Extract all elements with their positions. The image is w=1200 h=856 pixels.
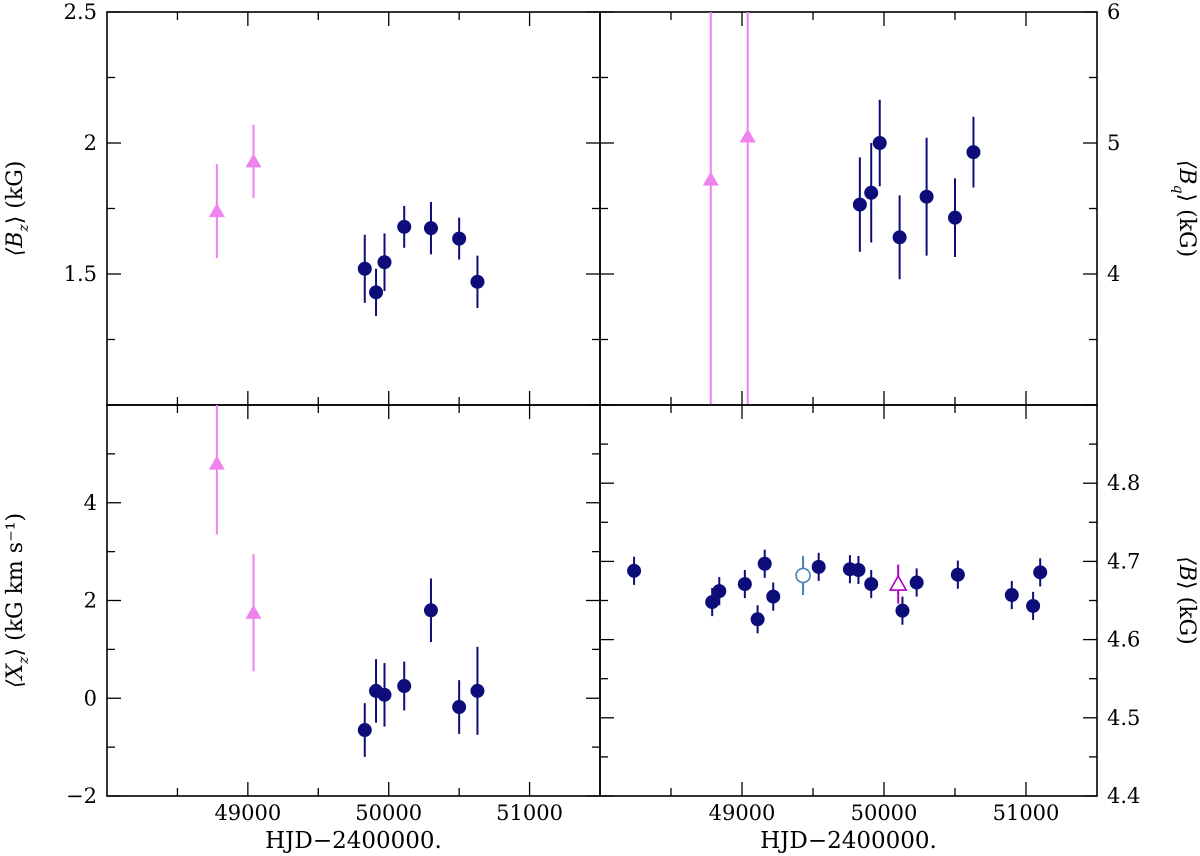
data-point	[245, 153, 262, 168]
data-point	[750, 612, 765, 627]
y-tick-label: 4.7	[1107, 549, 1140, 573]
data-point	[208, 455, 225, 470]
y-tick-label: 2	[84, 131, 97, 155]
data-point	[377, 255, 392, 270]
data-point	[369, 285, 384, 300]
data-point	[811, 559, 826, 574]
panel-frame	[106, 404, 601, 797]
y-tick-label: 4.6	[1107, 628, 1140, 652]
data-point	[919, 189, 934, 204]
data-point	[705, 595, 720, 610]
data-point	[702, 171, 719, 186]
panel-bz: 1.5 2 2.5 ⟨Bz⟩ (kG)	[3, 0, 601, 406]
data-point	[1026, 598, 1041, 613]
y-tick-label: 4	[84, 491, 97, 515]
data-point	[452, 700, 467, 715]
data-point	[627, 563, 642, 578]
y-tick-label: 0	[84, 686, 97, 710]
data-point	[851, 563, 866, 578]
y-tick-label: 4.5	[1107, 706, 1140, 730]
x-tick-label: 50000	[851, 801, 918, 825]
data-point	[397, 679, 412, 694]
data-point	[864, 185, 879, 200]
y-tick-label: −2	[66, 784, 97, 808]
data-layer	[208, 124, 485, 316]
data-point	[357, 723, 372, 738]
x-tick-label: 51000	[496, 801, 563, 825]
y-axis-label: ⟨B⟩ (kG)	[1174, 556, 1199, 644]
y-tick-label: 6	[1107, 0, 1120, 24]
data-point	[470, 683, 485, 698]
x-axis-label: HJD−2400000.	[265, 828, 442, 854]
data-point	[737, 577, 752, 592]
y-axis-label: ⟨Xz⟩ (kG km s⁻¹)	[3, 513, 32, 688]
data-point	[795, 567, 811, 584]
data-layer	[702, 12, 981, 405]
y-tick-label: 2	[84, 589, 97, 613]
panel-xz: −2 0 2 4 49000 50000 51000 HJD−2400000. ⟨Xz⟩ (kG…	[3, 404, 601, 854]
data-point	[423, 221, 438, 236]
data-point	[966, 145, 981, 160]
y-tick-label: 4.4	[1107, 784, 1140, 808]
data-point	[245, 604, 262, 619]
data-point	[948, 210, 962, 225]
data-point	[452, 231, 467, 246]
panel-b: 4.4 4.5 4.6 4.7 4.8 49000 50000 51000 HJD−240000…	[599, 404, 1199, 854]
data-point	[888, 574, 908, 591]
data-point	[423, 603, 438, 618]
panel-frame	[599, 404, 1098, 797]
y-axis-label: ⟨Bq⟩ (kG)	[1170, 160, 1199, 257]
x-tick-label: 51000	[993, 801, 1060, 825]
y-axis-label: ⟨Bz⟩ (kG)	[3, 161, 32, 257]
y-tick-label: 1.5	[64, 262, 97, 286]
data-point	[377, 687, 392, 702]
x-tick-label: 49000	[214, 801, 281, 825]
panel-bq: 4 5 6 ⟨Bq⟩ (kG)	[599, 0, 1199, 406]
data-point	[950, 567, 965, 582]
data-point	[712, 584, 727, 599]
data-point	[766, 589, 781, 604]
panel-frame	[106, 11, 601, 406]
data-point	[1004, 588, 1019, 603]
y-tick-label: 4	[1107, 262, 1120, 286]
data-point	[852, 197, 867, 212]
data-layer	[627, 549, 1048, 634]
y-tick-label: 4.8	[1107, 471, 1140, 495]
x-axis-label: HJD−2400000.	[760, 828, 937, 854]
data-point	[872, 136, 887, 150]
data-point	[1033, 565, 1048, 580]
data-point	[909, 575, 924, 590]
data-point	[864, 577, 879, 592]
panel-frame	[599, 11, 1098, 406]
data-point	[357, 261, 372, 276]
data-point	[895, 603, 910, 618]
y-tick-label: 5	[1107, 131, 1120, 155]
data-point	[208, 203, 225, 218]
y-tick-label: 2.5	[64, 0, 97, 24]
data-point	[470, 274, 485, 289]
data-layer	[208, 405, 485, 757]
data-point	[892, 230, 907, 245]
data-point	[739, 128, 756, 143]
x-tick-label: 49000	[709, 801, 776, 825]
data-point	[757, 556, 772, 571]
data-point	[397, 219, 412, 234]
x-tick-label: 50000	[355, 801, 422, 825]
